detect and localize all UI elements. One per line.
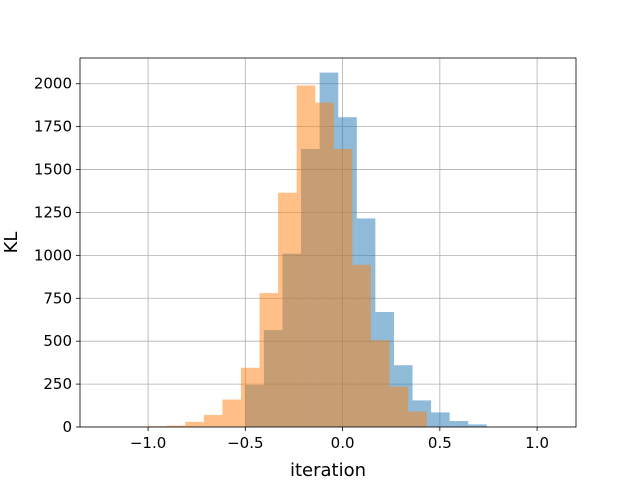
histogram-bar-series-2 bbox=[333, 148, 353, 428]
histogram-bar-series-2 bbox=[370, 340, 390, 427]
histogram-bar-series-2 bbox=[389, 386, 409, 427]
histogram-bar-series-2 bbox=[408, 411, 427, 427]
y-tick-label: 2000 bbox=[34, 75, 72, 93]
y-tick-label: 1750 bbox=[34, 118, 72, 136]
y-tick-label: 250 bbox=[43, 375, 72, 393]
y-tick-label: 750 bbox=[43, 289, 72, 307]
histogram-bar-series-2 bbox=[352, 264, 371, 427]
histogram-bar-series-2 bbox=[278, 192, 297, 427]
x-tick-label: 0.5 bbox=[428, 434, 452, 452]
x-tick-label: 0.0 bbox=[331, 434, 355, 452]
y-axis-label: KL bbox=[1, 232, 22, 254]
histogram-bar-series-2 bbox=[222, 399, 241, 427]
histogram-bar-series-2 bbox=[315, 102, 334, 427]
x-tick-label: 1.0 bbox=[525, 434, 549, 452]
histogram-bar-series-2 bbox=[240, 367, 260, 427]
histogram-bar-series-1 bbox=[431, 412, 450, 427]
y-tick-label: 0 bbox=[62, 418, 72, 436]
histogram-bar-series-2 bbox=[185, 421, 204, 427]
y-tick-label: 500 bbox=[43, 332, 72, 350]
x-tick-label: −1.0 bbox=[130, 434, 166, 452]
x-axis-label: iteration bbox=[290, 460, 366, 480]
y-tick-label: 1500 bbox=[34, 161, 72, 179]
histogram-bar-series-2 bbox=[148, 426, 167, 427]
histogram-bar-series-2 bbox=[259, 293, 279, 427]
bars-layer bbox=[148, 72, 487, 428]
y-tick-label: 1000 bbox=[34, 246, 72, 264]
histogram-bar-series-2 bbox=[203, 414, 223, 427]
histogram-bar-series-2 bbox=[166, 425, 186, 427]
plot-frame bbox=[79, 57, 577, 428]
histogram-bar-series-1 bbox=[468, 424, 487, 427]
y-tick-label: 1250 bbox=[34, 203, 72, 221]
ticks-layer: −1.0 −0.5 0.0 0.5 1.0 0 250 500 750 1000 1250 1500 1… bbox=[34, 75, 549, 452]
histogram-bar-series-2 bbox=[296, 85, 316, 428]
histogram-bar-series-1 bbox=[449, 420, 469, 427]
x-tick-label: −0.5 bbox=[227, 434, 263, 452]
